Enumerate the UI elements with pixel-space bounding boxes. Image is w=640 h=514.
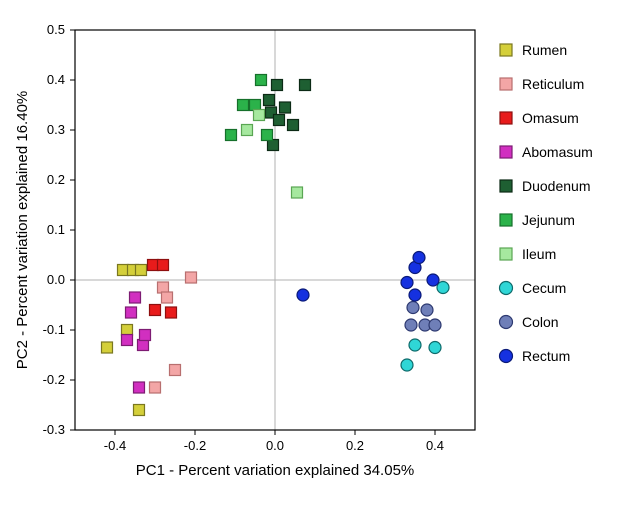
x-tick-label: 0.0 [266,438,284,453]
legend-label: Omasum [522,110,579,126]
chart-svg: -0.4 -0.2 0.0 0.2 0.4 -0.3 -0.2 -0.1 0.0 0.1 0.2 0.… [0,0,640,514]
legend-item-cecum: Cecum [500,280,567,296]
legend-label: Ileum [522,246,556,262]
legend-item-omasum: Omasum [500,110,579,126]
legend-label: Rectum [522,348,570,364]
y-tick-label: -0.1 [43,322,65,337]
legend-label: Abomasum [522,144,593,160]
legend-label: Duodenum [522,178,591,194]
y-tick-label: 0.2 [47,172,65,187]
legend-item-rumen: Rumen [500,42,567,58]
y-tick-label: 0.1 [47,222,65,237]
y-tick-label: 0.5 [47,22,65,37]
legend-item-rectum: Rectum [500,348,571,364]
legend-label: Reticulum [522,76,584,92]
y-axis-label: PC2 - Percent variation explained 16.40% [14,91,31,370]
y-tick-label: 0.0 [47,272,65,287]
legend-item-abomasum: Abomasum [500,144,593,160]
legend-item-ileum: Ileum [500,246,556,262]
x-tick-label: 0.2 [346,438,364,453]
x-tick-label: -0.4 [104,438,126,453]
legend-label: Rumen [522,42,567,58]
legend-label: Colon [522,314,559,330]
legend-item-jejunum: Jejunum [500,212,575,228]
x-tick-label: 0.4 [426,438,444,453]
y-tick-label: -0.3 [43,422,65,437]
x-tick-label: -0.2 [184,438,206,453]
legend-item-reticulum: Reticulum [500,76,584,92]
x-axis-label: PC1 - Percent variation explained 34.05% [136,462,415,479]
y-tick-label: -0.2 [43,372,65,387]
pca-scatter-figure: -0.4 -0.2 0.0 0.2 0.4 -0.3 -0.2 -0.1 0.0 0.1 0.2 0.… [0,0,640,514]
legend-item-duodenum: Duodenum [500,178,591,194]
legend-label: Jejunum [522,212,575,228]
y-tick-label: 0.4 [47,72,65,87]
y-tick-label: 0.3 [47,122,65,137]
legend-label: Cecum [522,280,566,296]
legend-item-colon: Colon [500,314,559,330]
